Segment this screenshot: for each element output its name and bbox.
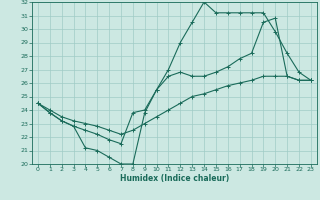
X-axis label: Humidex (Indice chaleur): Humidex (Indice chaleur): [120, 174, 229, 183]
